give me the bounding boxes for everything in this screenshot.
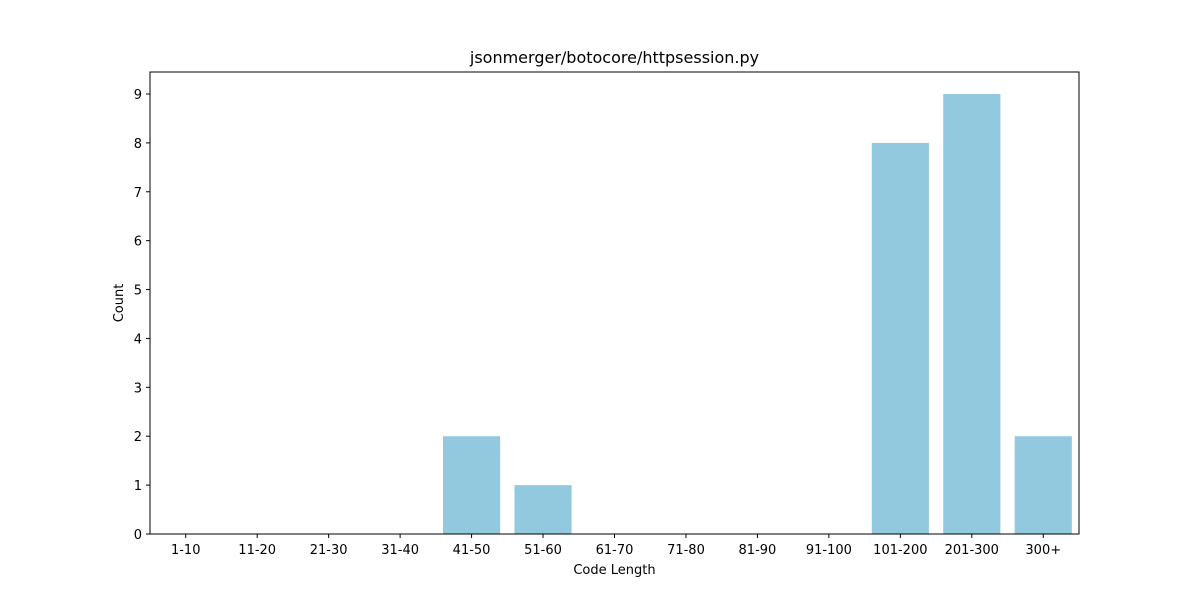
bar-300+ [1014,436,1072,534]
y-tick-label: 5 [134,284,142,299]
bar-41-50 [442,436,501,534]
y-axis-label: Count [112,284,127,323]
y-tick-label: 2 [134,430,142,445]
x-tick-label: 21-30 [310,543,348,558]
x-tick-label: 1-10 [171,543,201,558]
x-tick-label: 201-300 [945,543,999,558]
bars-group [442,94,1072,534]
x-tick-label: 101-200 [873,543,927,558]
x-tick-label: 51-60 [524,543,562,558]
x-tick-label: 11-20 [238,543,276,558]
y-axis: 0 1 2 3 4 5 6 7 8 9 [134,88,150,543]
x-tick-label: 31-40 [381,543,419,558]
x-axis: 1-10 11-20 21-30 31-40 41-50 51-60 61-70 71-80 8… [171,534,1061,558]
y-tick-label: 0 [134,528,142,543]
x-tick-label: 91-100 [806,543,852,558]
y-tick-label: 8 [134,137,142,152]
bar-101-200 [871,142,929,534]
y-tick-label: 3 [134,381,142,396]
x-tick-label: 41-50 [453,543,491,558]
x-tick-label: 300+ [1025,543,1061,558]
x-axis-label: Code Length [573,563,655,578]
plot-frame [149,71,1080,535]
y-tick-label: 9 [134,88,142,103]
chart-title: jsonmerger/botocore/httpsession.py [469,48,759,67]
x-tick-label: 81-90 [739,543,777,558]
bar-201-300 [943,94,1001,534]
bar-51-60 [514,485,572,534]
y-tick-label: 1 [134,479,142,494]
x-tick-label: 71-80 [667,543,705,558]
y-tick-label: 6 [134,235,142,250]
y-tick-label: 4 [134,332,142,347]
y-tick-label: 7 [134,186,142,201]
x-tick-label: 61-70 [596,543,634,558]
